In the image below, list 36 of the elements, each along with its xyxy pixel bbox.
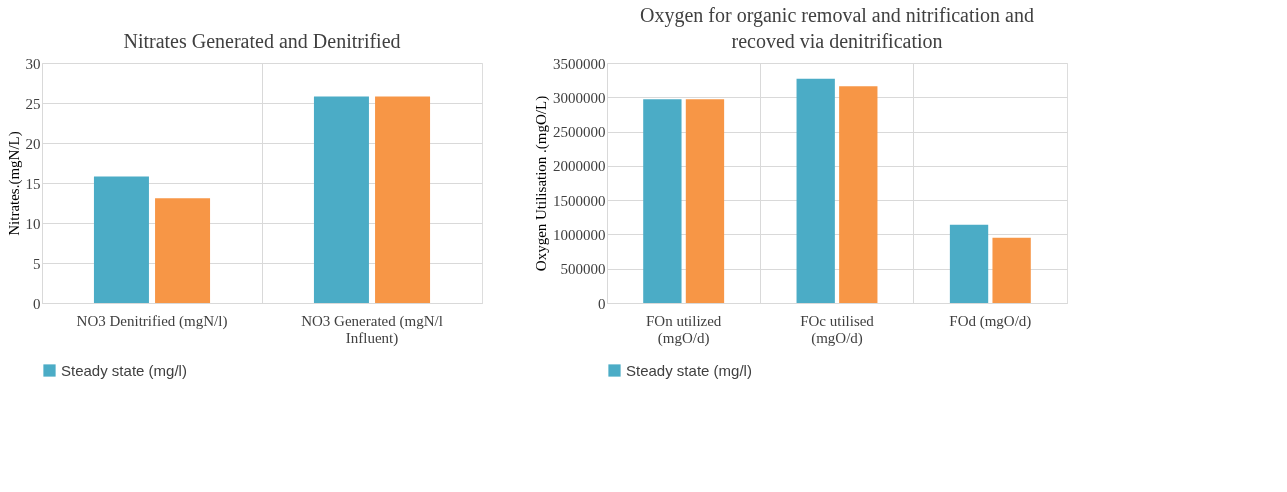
y-tick-label: 25 xyxy=(25,95,41,112)
bar xyxy=(992,237,1031,303)
bar xyxy=(643,99,682,303)
y-axis-title: Oxygen Utilisation .(mgO/L) xyxy=(533,95,550,272)
bar xyxy=(375,96,431,303)
chart-title: Oxygen for organic removal and nitrification and recoved via denitrification xyxy=(640,4,1034,52)
y-tick-label: 2000000 xyxy=(553,158,606,175)
y-tick-label: 5 xyxy=(33,255,41,272)
y-tick-label: 30 xyxy=(25,55,41,72)
legend-label: Steady state (mg/l) xyxy=(626,361,752,379)
bar xyxy=(796,78,835,303)
bar xyxy=(839,86,878,303)
y-tick-label: 2500000 xyxy=(553,124,606,141)
y-tick-label: 1500000 xyxy=(553,192,606,209)
bar xyxy=(949,224,989,303)
y-tick-label: 20 xyxy=(25,135,41,152)
y-tick-label: 15 xyxy=(25,175,41,192)
bar xyxy=(155,198,211,303)
y-tick-label: 1000000 xyxy=(553,226,606,243)
bar xyxy=(93,176,149,303)
y-tick-label: 0 xyxy=(33,295,41,312)
x-tick-label: NO3 Generated (mgN/l Influent) xyxy=(301,312,443,347)
y-tick-label: 3000000 xyxy=(553,89,606,106)
bar xyxy=(313,96,369,303)
x-tick-label: FOn utilized (mgO/d) xyxy=(645,312,722,347)
legend-label: Steady state (mg/l) xyxy=(61,361,187,379)
y-axis-title: Nitrates.(mgN/L) xyxy=(5,131,23,236)
x-tick-label: FOc utilised (mgO/d) xyxy=(800,312,875,347)
y-tick-label: 500000 xyxy=(560,261,606,278)
x-tick-label: FOd (mgO/d) xyxy=(949,312,1032,330)
bar xyxy=(685,99,725,303)
y-tick-label: 0 xyxy=(598,295,606,312)
chart-title: Nitrates Generated and Denitrified xyxy=(123,30,401,52)
x-tick-label: NO3 Denitrified (mgN/l) xyxy=(76,312,228,330)
y-tick-label: 10 xyxy=(25,215,41,232)
y-tick-label: 3500000 xyxy=(553,55,606,72)
